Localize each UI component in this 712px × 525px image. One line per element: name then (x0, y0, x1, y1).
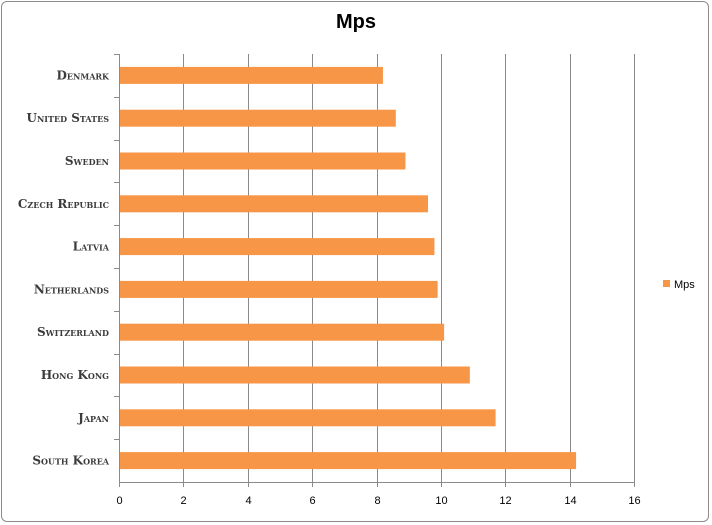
bar (120, 366, 470, 384)
x-tick-label: 8 (374, 495, 380, 507)
category-label: Switzerland (37, 325, 109, 339)
x-tick-label: 2 (180, 495, 186, 507)
x-tick-labels: 0 2 4 6 8 10 12 14 16 (116, 495, 640, 507)
legend-swatch (663, 280, 670, 287)
bars (120, 66, 577, 470)
x-tick-label: 6 (309, 495, 315, 507)
x-tick-label: 10 (435, 495, 447, 507)
axes (114, 54, 635, 483)
category-label: Netherlands (34, 282, 109, 296)
x-tick-label: 14 (564, 495, 576, 507)
legend: Mps (663, 279, 695, 291)
bar (120, 195, 428, 213)
category-label: Hong Kong (41, 368, 109, 382)
x-tick-label: 16 (628, 495, 640, 507)
bar (120, 152, 406, 170)
category-labels: Denmark United States Sweden Czech Republic… (18, 68, 110, 467)
x-tick-label: 4 (245, 495, 251, 507)
legend-label: Mps (674, 279, 695, 291)
bar (120, 280, 438, 298)
bar (120, 409, 496, 427)
category-label: Latvia (73, 240, 110, 254)
bar (120, 323, 445, 341)
category-label: United States (27, 111, 110, 125)
x-tick-label: 0 (116, 495, 122, 507)
category-label: South Korea (32, 454, 109, 468)
x-tick-label: 12 (499, 495, 511, 507)
bar (120, 66, 383, 84)
chart-title: Mps (336, 11, 376, 33)
bar (120, 452, 577, 470)
category-label: Czech Republic (18, 197, 109, 211)
category-label: Japan (77, 411, 109, 425)
category-label: Denmark (57, 68, 111, 82)
bar (120, 238, 435, 256)
bar (120, 109, 396, 127)
category-label: Sweden (65, 154, 109, 168)
